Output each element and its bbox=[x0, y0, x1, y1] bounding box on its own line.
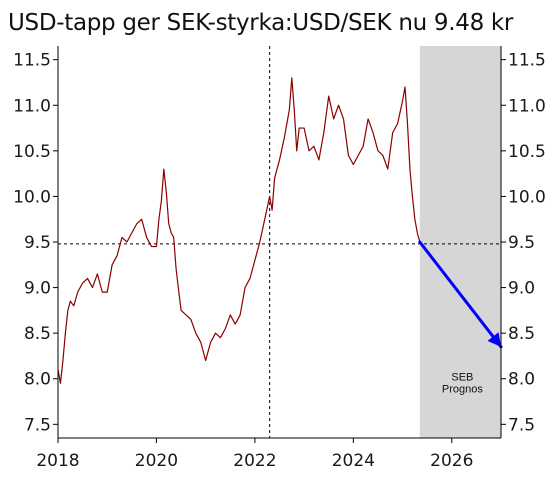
y-tick-label-left: 10.0 bbox=[13, 187, 51, 207]
x-tick-label: 2022 bbox=[233, 451, 276, 471]
y-tick-label-right: 9.5 bbox=[508, 233, 535, 253]
y-tick-label-right: 7.5 bbox=[508, 415, 535, 435]
y-tick-label-right: 10.5 bbox=[508, 142, 546, 162]
y-tick-label-right: 8.0 bbox=[508, 370, 535, 390]
y-tick-label-left: 10.5 bbox=[13, 142, 51, 162]
y-tick-label-right: 10.0 bbox=[508, 187, 546, 207]
x-tick-label: 2018 bbox=[36, 451, 79, 471]
x-tick-label: 2024 bbox=[332, 451, 375, 471]
y-tick-label-left: 11.5 bbox=[13, 51, 51, 71]
forecast-arrow-head bbox=[487, 332, 501, 347]
forecast-shaded-region bbox=[419, 46, 501, 438]
tick-labels: 7.5 7.5 8.0 8.0 8.5 8.5 9.0 9.0 9.5 9.5 10.0 10.0 10… bbox=[13, 51, 546, 471]
y-tick-label-right: 11.5 bbox=[508, 51, 546, 71]
x-tick-label: 2020 bbox=[135, 451, 178, 471]
y-tick-label-left: 7.5 bbox=[24, 415, 51, 435]
x-tick-label: 2026 bbox=[430, 451, 473, 471]
forecast-arrow-line bbox=[418, 240, 503, 349]
forecast-label: SEB Prognos bbox=[442, 372, 483, 396]
y-tick-label-right: 11.0 bbox=[508, 96, 546, 116]
series-layer bbox=[57, 77, 503, 384]
y-tick-label-left: 8.0 bbox=[24, 370, 51, 390]
y-tick-label-right: 8.5 bbox=[508, 324, 535, 344]
y-tick-label-left: 9.5 bbox=[24, 233, 51, 253]
y-tick-label-left: 9.0 bbox=[24, 279, 51, 299]
chart-title: USD-tapp ger SEK-styrka:USD/SEK nu 9.48 … bbox=[8, 10, 514, 36]
y-tick-label-right: 9.0 bbox=[508, 279, 535, 299]
y-tick-label-left: 11.0 bbox=[13, 96, 51, 116]
y-tick-label-left: 8.5 bbox=[24, 324, 51, 344]
forecast-label-line-1: SEB bbox=[451, 372, 473, 384]
usd-sek-series-line bbox=[57, 77, 421, 384]
forecast-label-line-2: Prognos bbox=[442, 383, 483, 395]
